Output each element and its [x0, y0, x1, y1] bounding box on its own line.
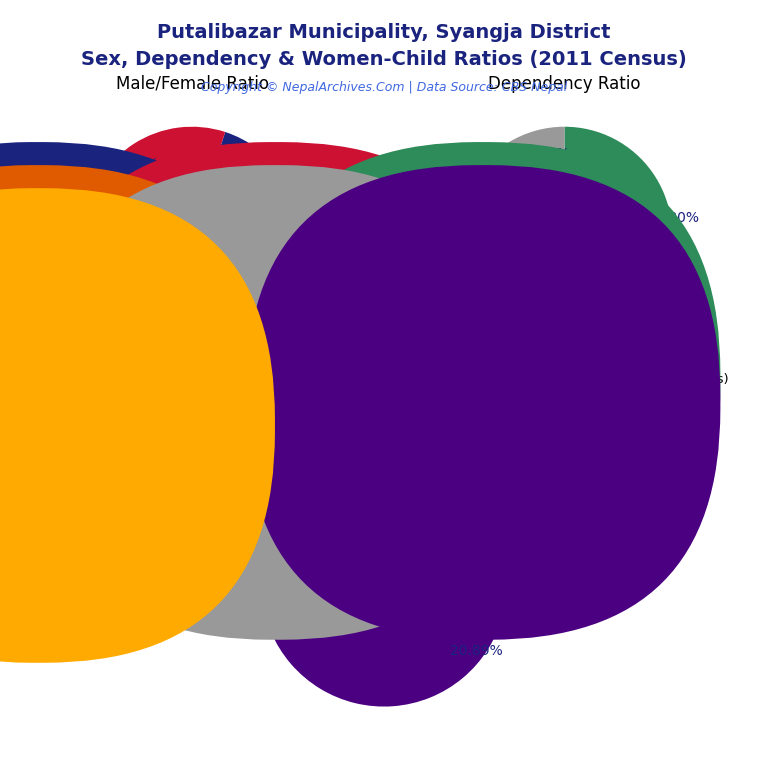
Text: 56.24%: 56.24% [236, 286, 288, 300]
Text: Childrens: 13,659 (0-14 years): Childrens: 13,659 (0-14 years) [49, 396, 252, 409]
Text: 60.77%: 60.77% [517, 147, 569, 161]
Text: 30.44%: 30.44% [554, 308, 607, 322]
Wedge shape [508, 127, 564, 234]
Text: 79.11%: 79.11% [266, 534, 318, 548]
Text: Copyright © NepalArchives.Com | Data Source: CBS Nepal: Copyright © NepalArchives.Com | Data Sou… [201, 81, 567, 94]
Title: Dependency Ratio: Dependency Ratio [488, 74, 641, 93]
Text: Elders: 3,948 (65+): Elders: 3,948 (65+) [287, 396, 417, 409]
Text: Female: 25,238: Female: 25,238 [287, 373, 390, 386]
Wedge shape [84, 127, 225, 342]
Text: Male: 19,638: Male: 19,638 [49, 373, 135, 386]
Wedge shape [261, 468, 384, 595]
Text: 8.80%: 8.80% [655, 211, 700, 225]
Text: Sex, Dependency & Women-Child Ratios (2011 Census): Sex, Dependency & Women-Child Ratios (20… [81, 50, 687, 69]
Wedge shape [497, 127, 672, 342]
Wedge shape [262, 461, 507, 707]
Text: 43.76%: 43.76% [107, 157, 159, 171]
Text: 20.89%: 20.89% [450, 644, 502, 658]
Wedge shape [457, 143, 564, 318]
Text: Independent: 27,269 (15-64 years): Independent: 27,269 (15-64 years) [495, 373, 728, 386]
Text: Women: 13,199 (15-49 years): Women: 13,199 (15-49 years) [495, 396, 694, 409]
Title: Women/Child Ratio: Women/Child Ratio [305, 405, 463, 423]
Text: Putalibazar Municipality, Syangja District: Putalibazar Municipality, Syangja Distri… [157, 23, 611, 42]
Text: Childrens: 3,486 (below 5 years): Childrens: 3,486 (below 5 years) [49, 419, 266, 432]
Title: Male/Female Ratio: Male/Female Ratio [115, 74, 269, 93]
Wedge shape [192, 132, 300, 342]
